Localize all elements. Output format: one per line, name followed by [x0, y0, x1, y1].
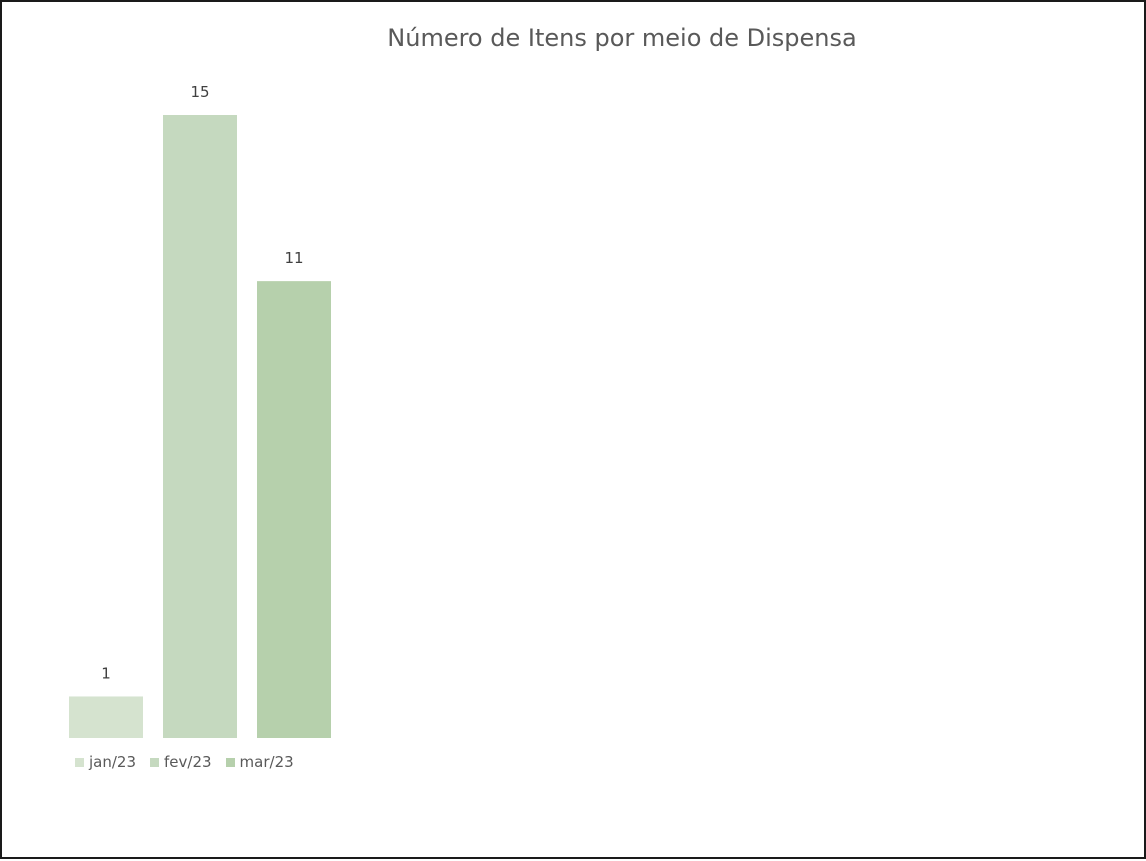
- legend-label-fev: fev/23: [164, 753, 212, 771]
- bar-fev/23: [163, 115, 237, 738]
- legend-swatch-fev: [150, 757, 160, 767]
- legend-swatch-mar: [225, 757, 235, 767]
- data-label-fev/23: 15: [190, 83, 209, 101]
- legend-item-jan: jan/23: [75, 753, 136, 771]
- data-label-mar/23: 11: [284, 249, 303, 267]
- legend-item-fev: fev/23: [150, 753, 212, 771]
- legend: jan/23 fev/23 mar/23: [75, 753, 308, 771]
- legend-label-jan: jan/23: [89, 753, 137, 771]
- data-label-jan/23: 1: [101, 664, 111, 682]
- legend-swatch-jan: [75, 757, 84, 767]
- legend-item-mar: mar/23: [225, 753, 294, 771]
- legend-label-mar: mar/23: [239, 753, 294, 771]
- chart-title: Número de Itens por meio de Dispensa: [387, 24, 857, 52]
- bar-mar/23: [257, 281, 331, 738]
- bar-jan/23: [69, 696, 143, 738]
